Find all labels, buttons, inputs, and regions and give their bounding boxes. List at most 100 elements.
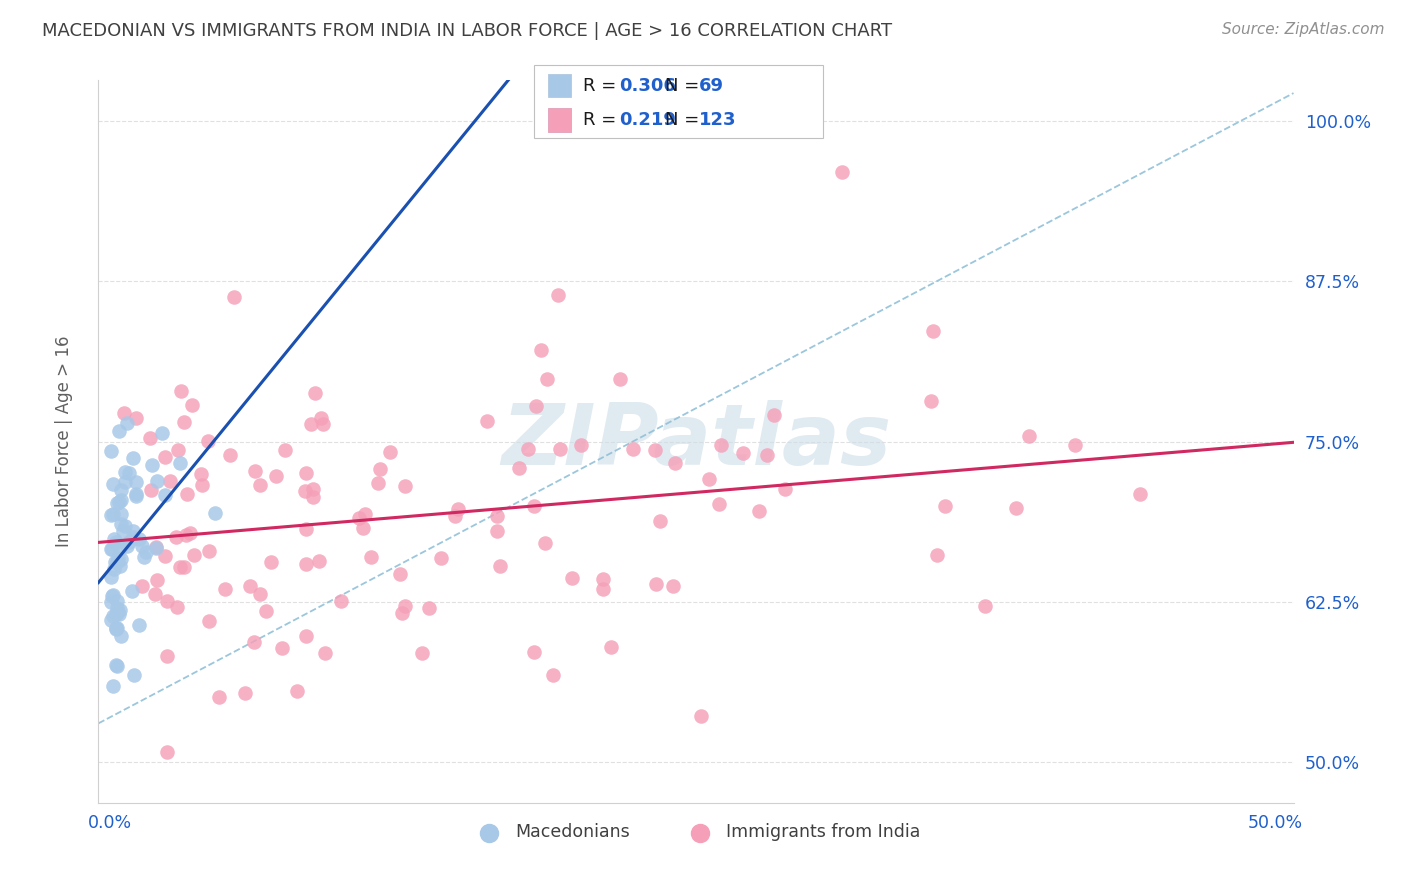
Point	[314, 646, 336, 660]
Point	[477, 414, 499, 428]
Point	[107, 495, 129, 509]
Point	[548, 442, 571, 456]
Point	[214, 582, 236, 596]
Point	[274, 442, 297, 457]
Point	[762, 408, 785, 422]
Point	[169, 560, 191, 574]
Point	[103, 562, 125, 576]
Point	[347, 511, 370, 525]
Point	[110, 551, 132, 566]
Point	[243, 635, 266, 649]
Point	[709, 497, 731, 511]
Point	[100, 541, 122, 556]
Point	[599, 640, 621, 654]
Point	[304, 386, 326, 401]
Point	[418, 600, 440, 615]
Point	[107, 555, 129, 569]
Point	[125, 489, 148, 503]
Point	[508, 461, 530, 475]
Point	[394, 599, 416, 614]
Point	[153, 488, 176, 502]
Point	[110, 542, 132, 557]
Point	[360, 550, 382, 565]
Point	[302, 482, 325, 496]
Point	[114, 465, 136, 479]
Point	[308, 554, 330, 568]
Point	[831, 165, 853, 179]
Point	[100, 443, 122, 458]
Point	[285, 684, 308, 698]
Point	[156, 745, 179, 759]
Point	[100, 613, 122, 627]
Point	[110, 492, 132, 507]
Point	[105, 621, 128, 635]
Text: MACEDONIAN VS IMMIGRANTS FROM INDIA IN LABOR FORCE | AGE > 16 CORRELATION CHART: MACEDONIAN VS IMMIGRANTS FROM INDIA IN L…	[42, 22, 893, 40]
Point	[571, 438, 593, 452]
Point	[1018, 429, 1040, 443]
Y-axis label: In Labor Force | Age > 16: In Labor Force | Age > 16	[55, 335, 73, 548]
Point	[100, 569, 122, 583]
Point	[249, 587, 271, 601]
Point	[271, 640, 294, 655]
Point	[121, 530, 143, 544]
Point	[156, 593, 179, 607]
Point	[486, 524, 509, 538]
Point	[104, 658, 127, 673]
Point	[191, 478, 214, 492]
Point	[645, 576, 668, 591]
Point	[198, 615, 221, 629]
Point	[132, 550, 155, 565]
Point	[166, 599, 188, 614]
Point	[731, 446, 754, 460]
Text: 69: 69	[699, 77, 724, 95]
Point	[167, 442, 190, 457]
Point	[143, 587, 166, 601]
Point	[354, 507, 377, 521]
Point	[329, 594, 352, 608]
Point	[141, 483, 163, 498]
Point	[689, 708, 711, 723]
Point	[165, 530, 187, 544]
Point	[609, 372, 631, 386]
Point	[145, 541, 167, 555]
Point	[530, 343, 553, 358]
Point	[664, 456, 686, 470]
Point	[523, 499, 546, 513]
Point	[104, 555, 127, 569]
Point	[115, 539, 138, 553]
Point	[662, 578, 685, 592]
Point	[621, 442, 644, 457]
Point	[1005, 501, 1028, 516]
Point	[190, 467, 212, 481]
Point	[181, 399, 204, 413]
Point	[170, 384, 193, 399]
Point	[152, 426, 174, 441]
Point	[301, 491, 323, 505]
Point	[146, 474, 169, 488]
Point	[110, 508, 132, 522]
Point	[243, 464, 266, 478]
Point	[173, 559, 195, 574]
Point	[107, 551, 129, 566]
Point	[139, 430, 162, 444]
Point	[295, 558, 318, 572]
Point	[105, 621, 128, 635]
Point	[114, 475, 136, 490]
Point	[169, 456, 191, 470]
Text: Source: ZipAtlas.com: Source: ZipAtlas.com	[1222, 22, 1385, 37]
Point	[114, 519, 136, 533]
Point	[561, 571, 583, 585]
Point	[299, 417, 322, 432]
Point	[311, 417, 333, 431]
Point	[517, 442, 540, 456]
Point	[309, 410, 332, 425]
Point	[367, 476, 389, 491]
Point	[183, 548, 205, 562]
Point	[592, 582, 614, 596]
Point	[105, 496, 128, 510]
Point	[105, 607, 128, 621]
Point	[1064, 438, 1087, 452]
Point	[173, 415, 195, 429]
Point	[294, 522, 316, 536]
Point	[1129, 487, 1152, 501]
